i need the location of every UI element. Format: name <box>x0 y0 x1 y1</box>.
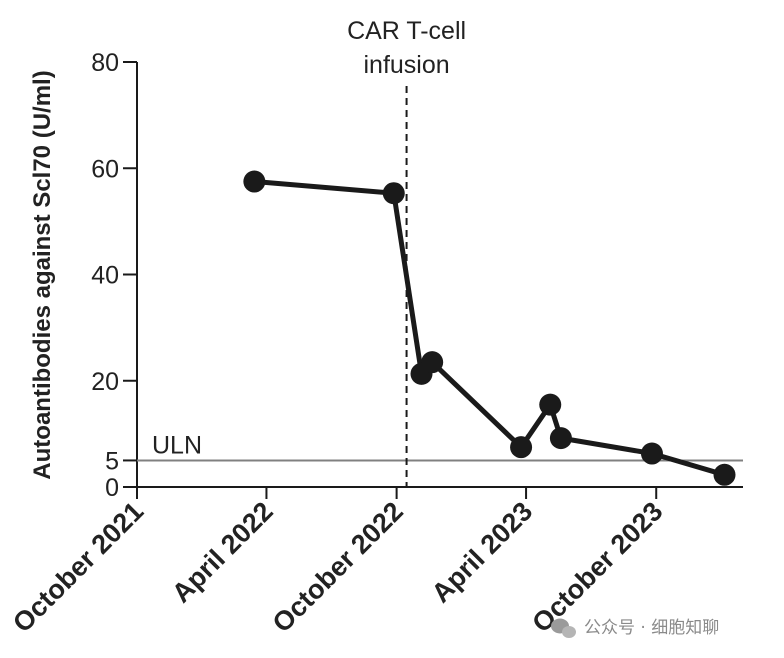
data-point <box>539 393 562 416</box>
x-tick-label: October 2023 <box>526 496 668 638</box>
y-tick-label: 80 <box>91 49 119 77</box>
watermark: 公众号 · 细胞知聊 <box>551 618 719 638</box>
series-line <box>254 179 726 478</box>
data-point <box>421 351 444 374</box>
data-point <box>640 442 663 465</box>
x-tick-label: October 2022 <box>267 496 409 638</box>
data-point <box>713 463 736 486</box>
infusion-label-line2: infusion <box>363 51 449 79</box>
infusion-label-line1: CAR T-cell <box>347 17 466 45</box>
data-point <box>549 427 572 450</box>
y-tick-label: 40 <box>91 262 119 290</box>
data-point <box>510 436 533 459</box>
x-tick-label: October 2021 <box>7 496 149 638</box>
watermark-text: 公众号 · 细胞知聊 <box>584 618 719 638</box>
y-tick-label: 5 <box>105 447 119 475</box>
data-point <box>382 182 405 205</box>
uln-label: ULN <box>152 431 202 459</box>
y-tick-label: 0 <box>105 474 119 502</box>
y-ticks: 05 20 40 60 80 <box>91 49 137 502</box>
wechat-icon <box>551 618 576 638</box>
y-tick-label: 20 <box>91 368 119 396</box>
y-axis-title: Autoantibodies against Scl70 (U/ml) <box>29 70 56 479</box>
data-point <box>243 170 266 193</box>
y-tick-label: 60 <box>91 155 119 183</box>
x-tick-label: April 2023 <box>426 496 538 608</box>
x-tick-label: April 2022 <box>166 496 278 608</box>
series-points <box>243 170 736 486</box>
